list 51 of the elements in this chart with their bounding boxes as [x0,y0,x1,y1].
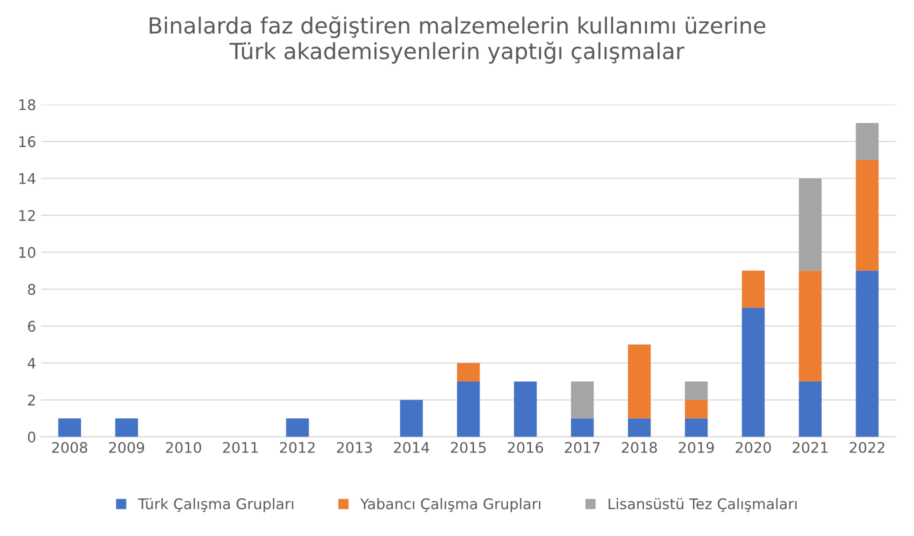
bar [742,308,765,437]
y-tick-label: 2 [28,394,35,406]
y-tick-label: 12 [19,210,35,221]
x-tick-label: 2020 [736,442,771,453]
bar [798,270,822,382]
bar [115,418,138,437]
chart-title: Binalarda faz değiştiren malzemelerin kullanımı üzerine Türk akademisyenlerin yaptığı çalışmalar [150,16,766,64]
y-tick-label: 4 [28,358,36,369]
bar [570,381,594,418]
x-tick-label: 2019 [678,442,714,453]
y-tick-label: 14 [19,173,36,184]
x-tick-label: 2011 [223,442,258,453]
x-tick-label: 2021 [792,442,828,453]
x-tick-label: 2016 [508,442,544,453]
x-tick-label: 2015 [450,442,486,453]
y-tick-label: 0 [28,432,36,443]
bar [684,381,708,400]
bar [798,178,822,271]
bar [628,418,651,437]
x-tick-label: 2017 [564,442,600,453]
bar [856,270,879,437]
bar [457,362,480,382]
x-tick-label: 2018 [622,442,657,453]
bar [684,400,708,418]
y-tick-label: 10 [19,246,36,258]
x-tick-label: 2022 [850,442,884,453]
x-tick-label: 2014 [394,442,430,453]
bar [684,418,708,437]
bar [798,381,822,437]
legend-label: Yabancı Çalışma Grupları [360,498,540,512]
legend-label: Lisansüstü Tez Çalışmaları [608,498,797,512]
bar [628,344,651,418]
legend-label: Türk Çalışma Grupları [138,498,294,512]
bar [400,400,423,437]
bar [514,381,537,437]
bar [570,418,594,437]
x-tick-label: 2009 [109,442,144,453]
y-tick-label: 8 [28,284,36,295]
bar [286,418,309,437]
x-tick-label: 2010 [166,442,202,453]
x-tick-label: 2012 [280,442,315,453]
x-tick-label: 2008 [52,442,88,453]
y-tick-label: 6 [28,320,36,332]
x-tick-label: 2013 [336,442,372,453]
bar [856,122,879,160]
y-tick-label: 18 [19,99,36,110]
bar [856,160,879,271]
bar [742,270,765,308]
bar [457,381,480,437]
bar [58,418,82,437]
y-tick-label: 16 [19,136,36,148]
